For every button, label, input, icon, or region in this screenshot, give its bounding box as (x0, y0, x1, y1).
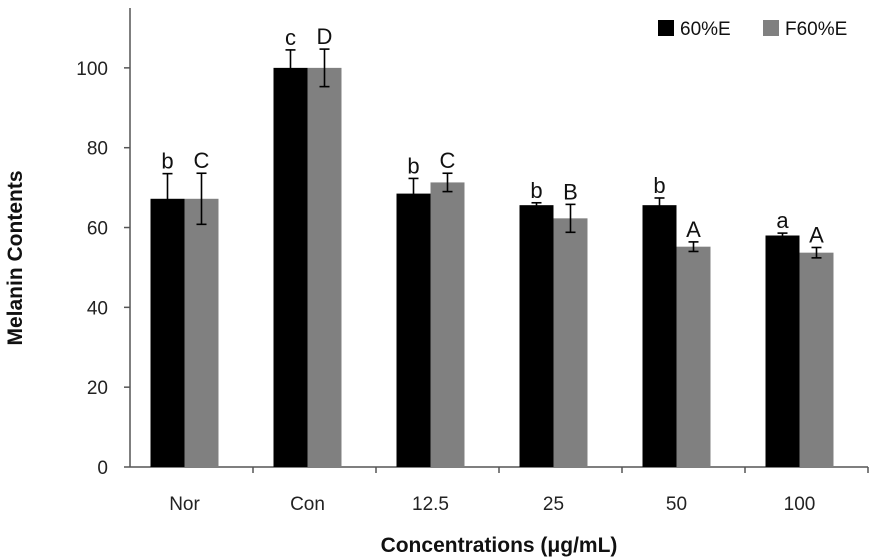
bar-60e (396, 193, 431, 468)
y-ticks: 0 20 40 60 80 100 (76, 59, 130, 479)
y-tick-label: 80 (87, 139, 108, 160)
significance-label: D (317, 24, 333, 49)
y-axis-title: Melanin Contents (4, 170, 27, 345)
y-tick-label: 100 (76, 59, 108, 80)
x-tick-label: Con (290, 494, 325, 515)
legend-swatch-60e (658, 20, 674, 36)
legend-swatch-f60e (763, 20, 779, 36)
x-tick-label: Nor (169, 494, 200, 515)
significance-label: C (440, 148, 456, 173)
significance-label: c (285, 25, 296, 50)
significance-label: A (809, 222, 824, 247)
y-tick-label: 40 (87, 298, 108, 319)
legend-label-60e: 60%E (680, 19, 731, 40)
x-tick-label: 12.5 (412, 494, 449, 515)
bar-60e (519, 205, 554, 467)
y-tick-label: 20 (87, 378, 108, 399)
legend: 60%E F60%E (658, 19, 847, 40)
bar-f60e (307, 67, 342, 467)
bar-f60e (799, 252, 834, 467)
bar-60e (642, 205, 677, 467)
x-axis-title: Concentrations (μg/mL) (381, 534, 618, 557)
x-tick-label: 50 (666, 494, 687, 515)
x-tick-label: 100 (784, 494, 816, 515)
significance-label: C (194, 148, 210, 173)
bar-60e (765, 235, 800, 467)
bar-f60e (430, 182, 465, 468)
bar-60e (150, 198, 185, 467)
x-ticks: Nor Con 12.5 25 50 100 (169, 467, 869, 515)
significance-label: A (686, 217, 701, 242)
bar-f60e (184, 198, 219, 467)
y-tick-label: 0 (97, 458, 108, 479)
y-tick-label: 60 (87, 219, 108, 240)
legend-label-f60e: F60%E (785, 19, 847, 40)
significance-label: b (407, 153, 419, 178)
bar-f60e (676, 246, 711, 467)
x-tick-label: 25 (543, 494, 564, 515)
axes-layer (129, 8, 868, 468)
bar-60e (273, 67, 308, 467)
significance-label: B (563, 179, 578, 204)
significance-label: b (161, 149, 173, 174)
significance-label: a (776, 208, 789, 233)
significance-label: b (653, 173, 665, 198)
bar-f60e (553, 218, 588, 467)
significance-label: b (530, 178, 542, 203)
